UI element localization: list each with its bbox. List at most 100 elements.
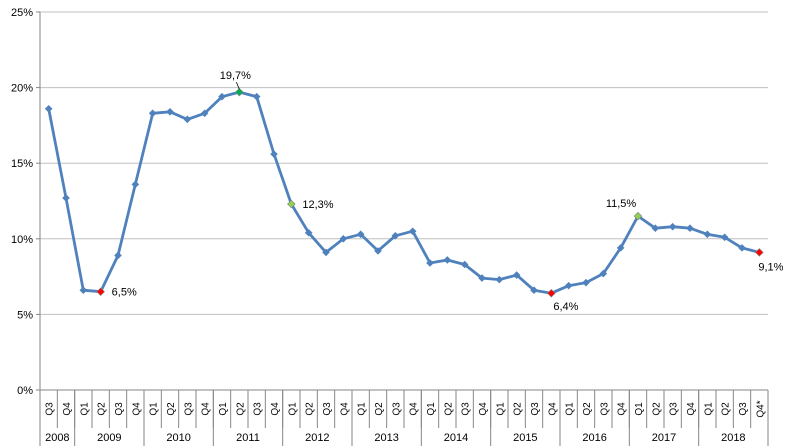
- y-tick-label: 10%: [11, 234, 33, 246]
- y-tick-label: 20%: [11, 83, 33, 95]
- data-label: 6,5%: [112, 287, 137, 299]
- quarter-tick-label: Q1: [149, 402, 160, 416]
- y-tick-label: 25%: [11, 7, 33, 19]
- quarter-tick-label: Q3: [183, 402, 194, 416]
- data-label: 12,3%: [302, 199, 333, 211]
- year-label: 2014: [444, 432, 468, 444]
- data-point-marker: [183, 115, 192, 124]
- data-point-marker: [235, 87, 244, 97]
- quarter-tick-label: Q4: [270, 402, 281, 416]
- quarter-tick-label: Q2: [374, 402, 385, 416]
- quarter-tick-label: Q2: [305, 402, 316, 416]
- series-polyline: [47, 90, 760, 295]
- quarter-tick-label: Q1: [218, 402, 229, 416]
- data-point-marker: [668, 222, 677, 231]
- year-label: 2013: [374, 432, 398, 444]
- quarter-tick-label: Q2: [582, 402, 593, 416]
- data-point-marker: [564, 281, 573, 290]
- data-point-marker: [200, 109, 209, 118]
- data-point-marker: [62, 194, 70, 202]
- quarter-tick-label: Q3: [461, 402, 472, 416]
- quarter-tick-label: Q3: [391, 402, 402, 416]
- year-label: 2008: [45, 432, 69, 444]
- quarter-tick-label: Q3: [114, 402, 125, 416]
- quarter-tick-label: Q1: [287, 402, 298, 416]
- label-leader-line: [235, 81, 240, 90]
- series-line: [44, 87, 764, 298]
- quarter-tick-label: Q3: [530, 402, 541, 416]
- quarter-tick-label: Q3: [599, 402, 610, 416]
- data-point-marker: [633, 211, 643, 221]
- data-point-marker: [651, 224, 660, 233]
- quarter-tick-label: Q4: [339, 402, 350, 416]
- quarter-tick-label: Q2: [651, 402, 662, 416]
- quarter-tick-label: Q4: [409, 402, 420, 416]
- data-point-marker: [686, 224, 694, 233]
- quarter-tick-label: Q1: [79, 402, 90, 416]
- quarter-tick-label: Q2: [721, 402, 732, 416]
- data-point-marker: [426, 259, 434, 267]
- data-point-marker: [270, 150, 278, 158]
- data-point-marker: [720, 233, 729, 242]
- quarter-tick-label: Q1: [495, 402, 506, 416]
- quarter-tick-label: Q4: [478, 402, 489, 416]
- y-tick-label: 15%: [11, 158, 33, 170]
- data-point-marker: [218, 92, 226, 101]
- data-point-marker: [374, 247, 382, 255]
- quarter-tick-label: Q4: [62, 402, 73, 416]
- data-point-marker: [287, 199, 296, 209]
- data-point-marker: [339, 235, 348, 243]
- quarter-tick-label: Q1: [703, 402, 714, 416]
- quarter-tick-label: Q1: [357, 402, 368, 416]
- data-label: 19,7%: [220, 70, 251, 82]
- y-tick-label: 5%: [17, 309, 33, 321]
- quarter-tick-label: Q2: [166, 402, 177, 416]
- data-point-marker: [148, 109, 157, 118]
- data-point-marker: [356, 230, 365, 239]
- data-point-marker: [391, 231, 400, 240]
- data-point-marker: [304, 228, 313, 237]
- year-label: 2016: [582, 432, 606, 444]
- quarter-tick-label: Q4: [131, 402, 142, 416]
- data-point-marker: [44, 104, 53, 113]
- quarter-tick-label: Q4: [547, 402, 558, 416]
- data-point-marker: [547, 289, 556, 298]
- x-axis: Q3 Q4 Q1 Q2 Q3 Q4 Q1 Q2 Q3 Q4 Q1 Q2 Q3 Q4 Q1 Q2 Q3 Q4 Q1 Q2…: [39, 390, 769, 446]
- data-point-marker: [512, 271, 521, 279]
- quarter-tick-label: Q4: [617, 402, 628, 416]
- year-label: 2010: [166, 432, 190, 444]
- quarter-tick-label: Q4: [686, 402, 697, 416]
- data-point-marker: [96, 287, 105, 296]
- data-label: 11,5%: [606, 198, 637, 210]
- year-label: 2017: [652, 432, 676, 444]
- data-label: 6,4%: [553, 301, 578, 313]
- data-point-marker: [478, 274, 486, 282]
- y-tick-label: 0%: [17, 385, 33, 397]
- quarter-tick-label: Q2: [443, 402, 454, 416]
- quarter-tick-label: Q3: [45, 402, 56, 416]
- year-label: 2009: [97, 432, 121, 444]
- data-point-marker: [738, 244, 746, 252]
- data-point-marker: [599, 269, 608, 278]
- quarter-tick-label: Q4: [201, 402, 212, 416]
- quarter-tick-label: Q4*: [755, 400, 766, 417]
- data-point-marker: [166, 107, 174, 116]
- quarter-tick-label: Q2: [97, 402, 108, 416]
- quarter-tick-label: Q1: [565, 402, 576, 416]
- year-label: 2011: [236, 432, 260, 444]
- data-point-marker: [443, 256, 452, 264]
- data-point-marker: [131, 180, 140, 189]
- quarter-tick-label: Q2: [235, 402, 246, 416]
- data-point-marker: [114, 251, 122, 260]
- data-point-marker: [530, 286, 538, 295]
- quarter-tick-label: Q3: [669, 402, 680, 416]
- data-point-marker: [755, 248, 764, 257]
- quarter-tick-label: Q3: [253, 402, 264, 416]
- quarter-tick-label: Q3: [322, 402, 333, 416]
- data-point-marker: [616, 244, 625, 252]
- data-point-marker: [79, 286, 88, 295]
- year-label: 2012: [305, 432, 329, 444]
- quarter-tick-label: Q1: [634, 402, 645, 416]
- gridlines: [40, 11, 768, 391]
